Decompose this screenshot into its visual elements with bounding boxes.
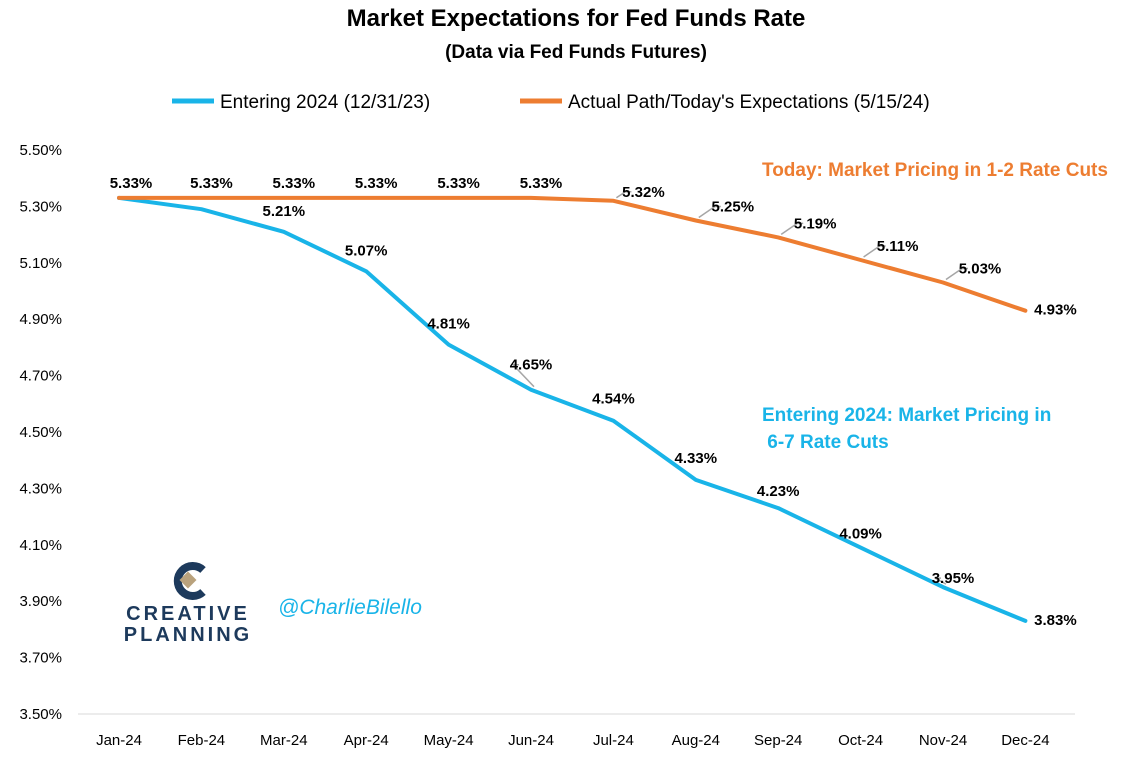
logo-mark-icon — [173, 562, 206, 600]
chart-subtitle: (Data via Fed Funds Futures) — [445, 42, 707, 63]
y-tick-label: 5.10% — [19, 255, 62, 272]
y-tick-label: 5.30% — [19, 198, 62, 215]
y-tick-label: 3.90% — [19, 593, 62, 610]
entering-2024-data-label: 4.23% — [757, 483, 800, 500]
x-tick-label: Jul-24 — [593, 732, 634, 749]
legend-label-actual-path: Actual Path/Today's Expectations (5/15/2… — [568, 92, 930, 113]
actual-path-leader-line — [945, 267, 968, 281]
y-tick-label: 3.50% — [19, 706, 62, 723]
series-line-actual-path — [117, 195, 1028, 313]
logo-line-2: PLANNING — [124, 624, 252, 646]
actual-path-leader-line — [780, 222, 804, 236]
x-tick-label: May-24 — [424, 732, 474, 749]
y-tick-label: 4.10% — [19, 537, 62, 554]
entering-2024-data-label: 4.81% — [427, 316, 470, 333]
actual-path-data-label: 5.33% — [520, 175, 563, 192]
logo-line-1: CREATIVE — [126, 603, 250, 625]
x-axis: Jan-24 Feb-24 Mar-24 Apr-24 May-24 Jun-24 Jul-… — [96, 732, 1050, 749]
x-tick-label: Oct-24 — [838, 732, 883, 749]
legend-label-entering-2024: Entering 2024 (12/31/23) — [220, 92, 430, 113]
actual-path-data-label: 4.93% — [1034, 302, 1077, 319]
twitter-handle: @CharlieBilello — [278, 596, 422, 619]
entering-2024-data-label: 5.07% — [345, 242, 388, 259]
actual-path-data-label: 5.03% — [959, 261, 1002, 278]
y-axis: 5.50% 5.30% 5.10% 4.90% 4.70% 4.50% 4.30% 4.10%… — [19, 142, 62, 723]
entering-2024-leader-line — [511, 363, 535, 388]
y-tick-label: 4.70% — [19, 368, 62, 385]
entering-2024-data-label: 3.83% — [1034, 612, 1077, 629]
actual-path-leader-line — [615, 191, 632, 199]
entering-2024-data-label: 3.95% — [932, 570, 975, 587]
annotation-entering-line2: 6-7 Rate Cuts — [762, 432, 889, 453]
x-tick-label: Nov-24 — [919, 732, 967, 749]
x-tick-label: Sep-24 — [754, 732, 802, 749]
entering-2024-data-label: 4.09% — [839, 526, 882, 543]
y-tick-label: 4.50% — [19, 424, 62, 441]
actual-path-data-label: 5.25% — [712, 199, 755, 216]
entering-2024-data-label: 4.65% — [510, 357, 553, 374]
actual-path-leader-line — [863, 245, 886, 258]
data-labels: 5.21% 5.07% 4.81% 4.65% 4.54% 4.33% 4.23% 4.09%… — [110, 175, 1077, 629]
creative-planning-logo: CREATIVE PLANNING — [124, 562, 252, 646]
y-tick-label: 4.30% — [19, 480, 62, 497]
series-layer — [117, 195, 1028, 623]
y-tick-label: 5.50% — [19, 142, 62, 159]
y-tick-label: 3.70% — [19, 650, 62, 667]
chart-title: Market Expectations for Fed Funds Rate — [347, 5, 806, 32]
series-line-entering-2024 — [117, 195, 1028, 623]
x-tick-label: Dec-24 — [1001, 732, 1049, 749]
x-tick-label: Jun-24 — [508, 732, 554, 749]
x-tick-label: Jan-24 — [96, 732, 142, 749]
actual-path-data-label: 5.33% — [437, 175, 480, 192]
actual-path-data-label: 5.19% — [794, 215, 837, 232]
entering-2024-data-label: 4.33% — [675, 450, 718, 467]
annotation-entering-line1: Entering 2024: Market Pricing in — [762, 405, 1051, 426]
actual-path-leader-line — [698, 205, 721, 219]
actual-path-data-label: 5.33% — [273, 175, 316, 192]
entering-2024-data-label: 4.54% — [592, 391, 635, 408]
actual-path-data-label: 5.33% — [110, 175, 153, 192]
actual-path-data-label: 5.32% — [622, 184, 665, 201]
actual-path-data-label: 5.33% — [190, 175, 233, 192]
x-tick-label: Apr-24 — [344, 732, 389, 749]
actual-path-data-label: 5.11% — [877, 238, 919, 255]
entering-2024-leader-line — [934, 577, 947, 585]
x-tick-label: Mar-24 — [260, 732, 308, 749]
x-tick-label: Aug-24 — [672, 732, 720, 749]
x-tick-label: Feb-24 — [178, 732, 226, 749]
entering-2024-data-label: 5.21% — [263, 203, 306, 220]
actual-path-data-label: 5.33% — [355, 175, 398, 192]
legend: Entering 2024 (12/31/23) Actual Path/Tod… — [172, 92, 930, 113]
annotation-today: Today: Market Pricing in 1-2 Rate Cuts — [762, 160, 1108, 181]
y-tick-label: 4.90% — [19, 311, 62, 328]
